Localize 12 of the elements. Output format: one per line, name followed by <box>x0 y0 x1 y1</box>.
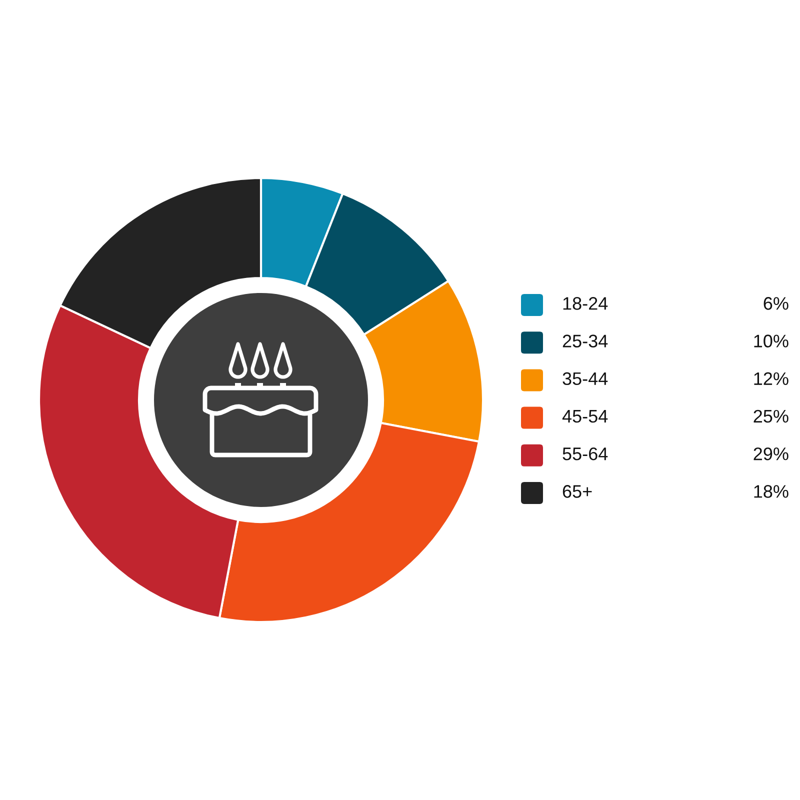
legend-label: 55-64 <box>562 447 608 460</box>
data-label: 12% <box>754 372 788 385</box>
legend-label: 18-24 <box>563 297 608 310</box>
data-label: 29% <box>754 447 788 460</box>
data-label: 18% <box>754 485 788 498</box>
data-label: 25% <box>754 410 788 423</box>
legend-label: 45-54 <box>562 410 608 423</box>
data-label: 10% <box>754 334 788 348</box>
legend-label: 25-34 <box>562 334 608 348</box>
legend-label: 65+ <box>562 485 592 498</box>
data-label: 6% <box>764 297 788 310</box>
legend-label: 35-44 <box>562 372 608 386</box>
